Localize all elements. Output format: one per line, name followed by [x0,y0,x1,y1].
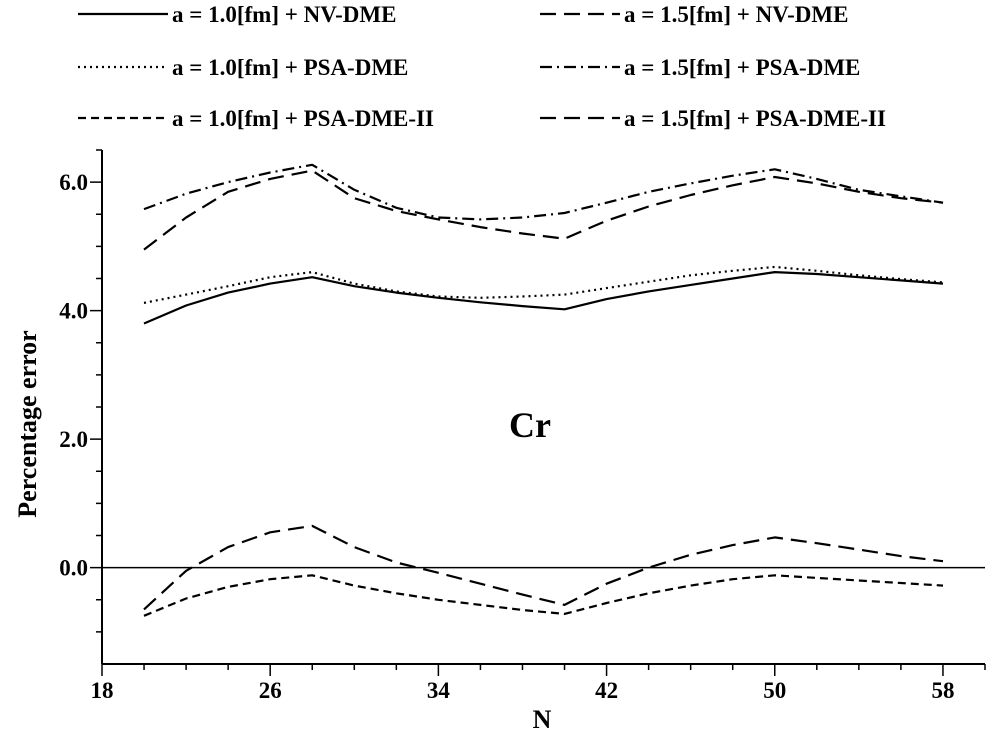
x-tick-label: 58 [931,678,954,703]
plot-area [143,163,944,617]
legend-label-a-1-0-fm-psa-dme-ii: a = 1.0[fm] + PSA-DME-II [172,106,434,131]
element-annotation: Cr [509,405,551,445]
x-tick-label: 50 [763,678,786,703]
legend: a = 1.0[fm] + NV-DME a = 1.5[fm] + NV-DME… [78,2,886,131]
legend-label-a-1-0-fm-nv-dme: a = 1.0[fm] + NV-DME [172,2,396,27]
x-tick-label: 42 [595,678,618,703]
series-line-a-1-5-fm-psa-dme-ii [143,524,944,611]
legend-label-a-1-5-fm-nv-dme: a = 1.5[fm] + NV-DME [624,2,848,27]
legend-label-a-1-0-fm-psa-dme: a = 1.0[fm] + PSA-DME [172,55,408,80]
x-axis-title: N [533,705,552,734]
x-tick-label: 18 [91,678,114,703]
series-line-a-1-0-fm-nv-dme [143,271,944,325]
axes: 18 26 34 42 50 58 0.0 2.0 4.0 6.0 [59,149,986,703]
y-axis-title: Percentage error [13,330,42,517]
series-line-a-1-0-fm-psa-dme-ii [143,574,944,617]
x-tick-label: 26 [259,678,282,703]
series-line-a-1-0-fm-psa-dme [143,265,944,304]
series-line-a-1-5-fm-nv-dme [143,169,944,251]
y-tick-label: 2.0 [59,427,88,452]
series-line-a-1-5-fm-psa-dme [143,163,944,221]
legend-label-a-1-5-fm-psa-dme: a = 1.5[fm] + PSA-DME [624,55,860,80]
y-tick-label: 4.0 [59,299,88,324]
y-tick-label: 6.0 [59,170,88,195]
x-tick-label: 34 [427,678,451,703]
legend-label-a-1-5-fm-psa-dme-ii: a = 1.5[fm] + PSA-DME-II [624,106,886,131]
y-tick-label: 0.0 [59,556,88,581]
